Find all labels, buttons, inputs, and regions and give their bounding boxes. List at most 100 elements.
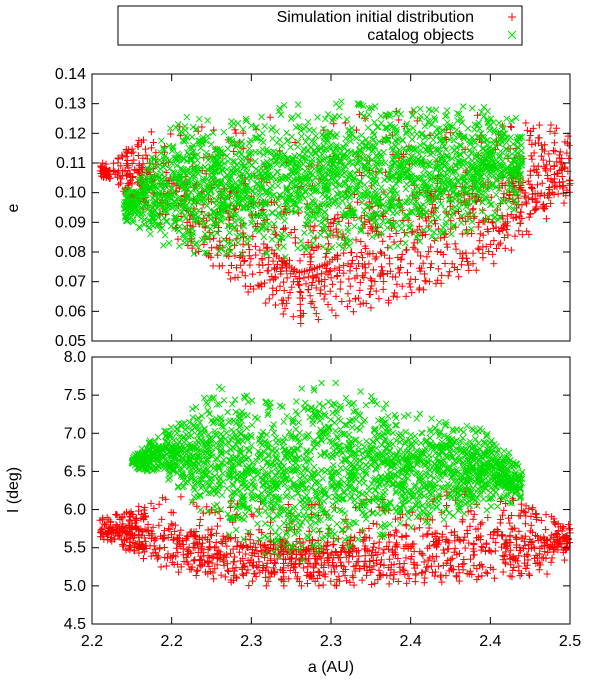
simulation-point bbox=[534, 181, 541, 188]
catalog-point bbox=[221, 237, 227, 243]
simulation-point bbox=[378, 263, 385, 270]
simulation-point bbox=[475, 224, 482, 231]
catalog-point bbox=[402, 240, 408, 246]
catalog-point bbox=[339, 198, 345, 204]
simulation-point bbox=[536, 134, 543, 141]
catalog-point bbox=[174, 162, 180, 168]
simulation-point bbox=[563, 150, 570, 157]
simulation-point bbox=[336, 264, 343, 271]
simulation-point bbox=[296, 288, 303, 295]
simulation-point bbox=[313, 310, 320, 317]
simulation-point bbox=[366, 291, 373, 298]
catalog-point bbox=[235, 240, 241, 246]
catalog-point bbox=[298, 238, 304, 244]
simulation-point bbox=[475, 245, 482, 252]
simulation-point bbox=[396, 269, 403, 276]
simulation-point bbox=[348, 249, 355, 256]
simulation-point bbox=[453, 246, 460, 253]
catalog-point bbox=[485, 108, 491, 114]
simulation-point bbox=[411, 239, 418, 246]
simulation-point bbox=[233, 130, 240, 137]
catalog-point bbox=[205, 117, 211, 123]
simulation-point bbox=[357, 238, 364, 245]
catalog-point bbox=[221, 129, 227, 135]
legend: Simulation initial distribution catalog … bbox=[118, 6, 522, 45]
simulation-point bbox=[551, 130, 558, 137]
simulation-point bbox=[264, 267, 271, 274]
simulation-point bbox=[297, 257, 304, 264]
simulation-point bbox=[490, 237, 497, 244]
simulation-point bbox=[416, 285, 423, 292]
simulation-point bbox=[358, 249, 365, 256]
simulation-point bbox=[356, 287, 363, 294]
simulation-point bbox=[565, 155, 572, 162]
catalog-point bbox=[356, 193, 362, 199]
simulation-point bbox=[490, 260, 497, 267]
simulation-point bbox=[560, 200, 567, 207]
top-catalog-points bbox=[121, 98, 525, 260]
simulation-point bbox=[347, 283, 354, 290]
simulation-point bbox=[445, 272, 452, 279]
simulation-point bbox=[333, 293, 340, 300]
catalog-point bbox=[315, 114, 321, 120]
simulation-point bbox=[527, 168, 534, 175]
simulation-point bbox=[142, 146, 149, 153]
simulation-point bbox=[357, 301, 364, 308]
simulation-point bbox=[272, 302, 279, 309]
simulation-point bbox=[297, 320, 304, 327]
simulation-point bbox=[307, 300, 314, 307]
catalog-point bbox=[378, 185, 384, 191]
simulation-point bbox=[557, 148, 564, 155]
simulation-point bbox=[547, 122, 554, 129]
simulation-point bbox=[536, 122, 543, 129]
simulation-point bbox=[353, 253, 360, 260]
simulation-point bbox=[552, 148, 559, 155]
simulation-point bbox=[340, 262, 347, 269]
simulation-point bbox=[386, 260, 393, 267]
simulation-point bbox=[337, 286, 344, 293]
legend-label-catalog: catalog objects bbox=[367, 27, 474, 44]
catalog-point bbox=[366, 112, 372, 118]
simulation-point bbox=[370, 266, 377, 273]
catalog-point bbox=[228, 240, 234, 246]
simulation-point bbox=[446, 268, 453, 275]
catalog-point bbox=[435, 214, 441, 220]
simulation-point bbox=[442, 260, 449, 267]
simulation-point bbox=[539, 180, 546, 187]
catalog-point bbox=[325, 233, 331, 239]
simulation-point bbox=[148, 128, 155, 135]
catalog-point bbox=[504, 116, 510, 122]
simulation-point bbox=[270, 258, 277, 265]
simulation-point bbox=[280, 279, 287, 286]
simulation-point bbox=[321, 276, 328, 283]
simulation-point bbox=[198, 124, 205, 131]
simulation-point bbox=[254, 282, 261, 289]
catalog-point bbox=[269, 236, 275, 242]
simulation-point bbox=[419, 232, 426, 239]
simulation-point bbox=[300, 274, 307, 281]
simulation-point bbox=[315, 316, 322, 323]
simulation-point bbox=[252, 252, 259, 259]
simulation-point bbox=[380, 286, 387, 293]
simulation-point bbox=[379, 238, 386, 245]
simulation-point bbox=[345, 220, 352, 227]
simulation-point bbox=[311, 222, 318, 229]
simulation-point bbox=[557, 159, 564, 166]
simulation-point bbox=[427, 264, 434, 271]
catalog-point bbox=[166, 240, 172, 246]
simulation-point bbox=[499, 227, 506, 234]
catalog-point bbox=[210, 130, 216, 136]
simulation-point bbox=[322, 254, 329, 261]
simulation-point bbox=[350, 308, 357, 315]
simulation-point bbox=[332, 312, 339, 319]
simulation-point bbox=[407, 284, 414, 291]
simulation-point bbox=[381, 252, 388, 259]
simulation-point bbox=[529, 156, 536, 163]
catalog-point bbox=[225, 146, 231, 152]
simulation-point bbox=[519, 231, 526, 238]
simulation-point bbox=[553, 125, 560, 132]
catalog-point bbox=[282, 254, 288, 260]
simulation-point bbox=[399, 251, 406, 258]
simulation-point bbox=[465, 267, 472, 274]
simulation-point bbox=[462, 250, 469, 257]
